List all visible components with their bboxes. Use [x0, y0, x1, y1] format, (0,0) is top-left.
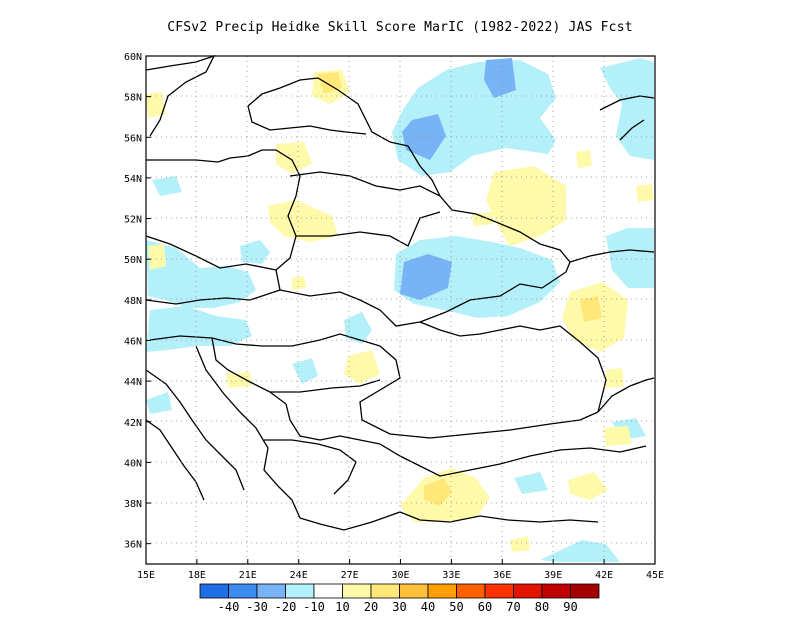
map-title: CFSv2 Precip Heidke Skill Score MarIC (1… — [167, 20, 633, 35]
colorbar-label: 20 — [364, 600, 378, 614]
colorbar-label: -40 — [218, 600, 240, 614]
colorbar: -40 -30 -20 -10 10 20 30 40 50 60 70 80 90 — [199, 583, 600, 614]
anomaly-shading — [146, 58, 654, 562]
colorbar-swatch — [427, 583, 457, 599]
lon-tick-label: 36E — [493, 570, 511, 581]
lon-tick-label: 42E — [595, 570, 613, 581]
lat-tick-label: 54N — [124, 174, 142, 185]
lat-tick-label: 52N — [124, 215, 142, 226]
lat-tick-label: 58N — [124, 93, 142, 104]
lat-tick-label: 60N — [124, 52, 142, 63]
colorbar-swatch — [456, 583, 486, 599]
colorbar-label: 60 — [478, 600, 492, 614]
lat-tick-label: 36N — [124, 540, 142, 551]
latitude-ticks: 36N 38N 40N 42N 44N 46N 48N 50N 52N 54N 56N 58N 60N — [124, 52, 151, 551]
colorbar-swatch — [313, 583, 343, 599]
longitude-ticks: 15E 18E 21E 24E 27E 30E 33E 36E 39E 42E 45E — [137, 559, 664, 581]
lat-tick-label: 56N — [124, 133, 142, 144]
colorbar-label: 50 — [449, 600, 463, 614]
lon-tick-label: 45E — [646, 570, 664, 581]
colorbar-label: -30 — [246, 600, 268, 614]
colorbar-label: -10 — [303, 600, 325, 614]
lon-tick-label: 39E — [544, 570, 562, 581]
lat-tick-label: 44N — [124, 377, 142, 388]
lat-tick-label: 46N — [124, 336, 142, 347]
colorbar-swatch — [484, 583, 514, 599]
lon-tick-label: 15E — [137, 570, 155, 581]
lon-tick-label: 30E — [391, 570, 409, 581]
coastlines-borders — [145, 54, 655, 531]
colorbar-label: -20 — [275, 600, 297, 614]
lon-tick-label: 24E — [290, 570, 308, 581]
colorbar-swatch — [370, 583, 400, 599]
colorbar-swatch — [570, 583, 600, 599]
lon-tick-label: 33E — [442, 570, 460, 581]
colorbar-label: 70 — [506, 600, 520, 614]
colorbar-swatch — [256, 583, 286, 599]
colorbar-swatch — [513, 583, 543, 599]
colorbar-label: 10 — [335, 600, 349, 614]
lat-tick-label: 50N — [124, 255, 142, 266]
lat-tick-label: 42N — [124, 418, 142, 429]
colorbar-swatch — [399, 583, 429, 599]
colorbar-swatch — [199, 583, 229, 599]
colorbar-swatch — [342, 583, 372, 599]
lat-tick-label: 38N — [124, 499, 142, 510]
colorbar-label: 40 — [421, 600, 435, 614]
lon-tick-label: 21E — [239, 570, 257, 581]
lon-tick-label: 27E — [341, 570, 359, 581]
colorbar-label: 30 — [392, 600, 406, 614]
colorbar-label: 90 — [563, 600, 577, 614]
colorbar-swatch — [541, 583, 571, 599]
colorbar-swatch — [285, 583, 315, 599]
colorbar-swatch — [228, 583, 258, 599]
lat-tick-label: 48N — [124, 296, 142, 307]
lat-tick-label: 40N — [124, 458, 142, 469]
colorbar-label: 80 — [535, 600, 549, 614]
lon-tick-label: 18E — [188, 570, 206, 581]
